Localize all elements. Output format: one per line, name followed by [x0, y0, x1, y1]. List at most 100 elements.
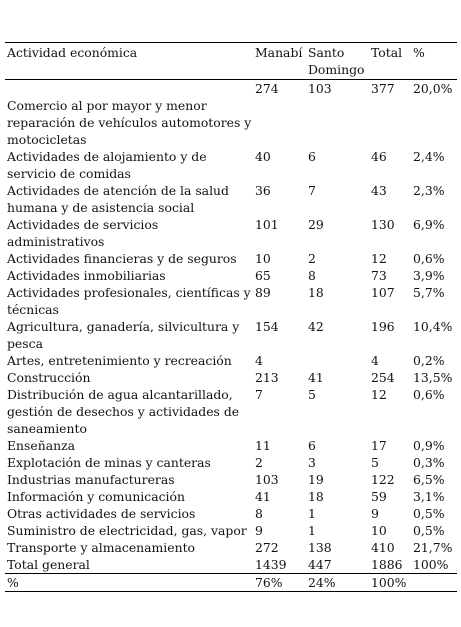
cell-percent: 6,5%	[413, 472, 445, 487]
cell-santo-domingo: 8	[308, 268, 316, 283]
cell-santo-domingo: 447	[306, 556, 369, 574]
table-row: Actividades de atención de la salud huma…	[5, 182, 457, 216]
cell-total: 4	[371, 353, 379, 368]
table-row: Actividades financieras y de seguros 10 2 1…	[5, 250, 457, 267]
header-percent: %	[412, 42, 457, 80]
cell-manabi: 274	[255, 81, 279, 96]
cell-santo-domingo: 7	[308, 183, 316, 198]
cell-total: 122	[371, 472, 395, 487]
cell-total: 59	[371, 489, 387, 504]
cell-activity: %	[5, 573, 253, 592]
cell-santo-domingo: 42	[308, 319, 324, 334]
table-row: Actividades inmobiliarias 65 8 73 3,9%	[5, 267, 457, 284]
cell-santo-domingo: 1	[308, 523, 316, 538]
cell-santo-domingo	[306, 352, 369, 369]
cell-total: 12	[371, 251, 387, 266]
table-header-row: Actividad económica Manabí Santo Domingo…	[5, 42, 457, 80]
cell-percent: 2,3%	[413, 183, 445, 198]
cell-percent: 0,2%	[413, 353, 445, 368]
cell-santo-domingo: 29	[308, 217, 324, 232]
cell-percent: 0,9%	[413, 438, 445, 453]
cell-activity: Industrias manufactureras	[7, 472, 175, 487]
cell-manabi: 2	[255, 455, 263, 470]
cell-santo-domingo: 5	[308, 387, 316, 402]
cell-santo-domingo: 24%	[306, 573, 369, 592]
cell-activity-spacer	[5, 80, 253, 98]
cell-activity: Construcción	[7, 370, 91, 385]
cell-manabi: 1439	[253, 556, 306, 574]
cell-percent	[412, 573, 457, 592]
cell-activity: Transporte y almacenamiento	[7, 540, 196, 555]
cell-percent: 13,5%	[413, 370, 453, 385]
header-manabi: Manabí	[253, 42, 306, 80]
cell-empty	[412, 97, 457, 148]
table-row: Industrias manufactureras 103 19 122 6,5%	[5, 471, 457, 488]
cell-percent: 0,3%	[413, 455, 445, 470]
cell-manabi: 7	[255, 387, 263, 402]
table-row: Distribución de agua alcantarillado, ges…	[5, 386, 457, 437]
cell-activity: Actividades profesionales, científicas y…	[7, 285, 251, 317]
cell-activity: Otras actividades de servicios	[7, 506, 196, 521]
table-row: Otras actividades de servicios 8 1 9 0,5%	[5, 505, 457, 522]
cell-activity: Agricultura, ganadería, silvicultura y p…	[7, 319, 240, 351]
cell-activity: Total general	[5, 556, 253, 574]
cell-manabi: 41	[255, 489, 271, 504]
cell-activity: Distribución de agua alcantarillado, ges…	[7, 387, 240, 436]
cell-manabi: 10	[255, 251, 271, 266]
cell-manabi: 272	[255, 540, 279, 555]
cell-percent: 0,6%	[413, 251, 445, 266]
cell-total: 10	[371, 523, 387, 538]
table-row: Transporte y almacenamiento 272 138 410 21,7…	[5, 539, 457, 556]
table-row: 274 103 377 20,0%	[5, 80, 457, 98]
cell-total: 1886	[369, 556, 412, 574]
activity-table-container: Actividad económica Manabí Santo Domingo…	[5, 42, 457, 592]
cell-manabi: 76%	[253, 573, 306, 592]
cell-activity: Actividades de alojamiento y de servicio…	[7, 149, 207, 181]
cell-percent: 20,0%	[413, 81, 453, 96]
cell-santo-domingo: 19	[308, 472, 324, 487]
cell-manabi: 65	[255, 268, 271, 283]
cell-percent: 5,7%	[413, 285, 445, 300]
cell-santo-domingo: 138	[308, 540, 332, 555]
table-row: Actividades de servicios administrativos…	[5, 216, 457, 250]
cell-activity: Actividades inmobiliarias	[7, 268, 166, 283]
cell-percent: 0,6%	[413, 387, 445, 402]
cell-activity: Actividades financieras y de seguros	[7, 251, 237, 266]
cell-total: 9	[371, 506, 379, 521]
cell-santo-domingo: 41	[308, 370, 324, 385]
cell-total: 73	[371, 268, 387, 283]
table-row: Agricultura, ganadería, silvicultura y p…	[5, 318, 457, 352]
cell-total: 43	[371, 183, 387, 198]
cell-manabi: 89	[255, 285, 271, 300]
cell-manabi: 11	[255, 438, 271, 453]
cell-percent: 21,7%	[413, 540, 453, 555]
cell-total: 196	[371, 319, 395, 334]
cell-santo-domingo: 103	[308, 81, 332, 96]
cell-activity: Comercio al por mayor y menor reparación…	[7, 98, 252, 147]
table-row: Enseñanza 11 6 17 0,9%	[5, 437, 457, 454]
table-body: 274 103 3 7 7 20,0% Comercio al por mayor y me…	[5, 80, 457, 592]
cell-percent: 100%	[412, 556, 457, 574]
cell-empty	[369, 97, 412, 148]
cell-activity: Información y comunicación	[7, 489, 185, 504]
table-row-label: Comercio al por mayor y menor reparación…	[5, 97, 457, 148]
cell-santo-domingo: 2	[308, 251, 316, 266]
cell-manabi: 103	[255, 472, 279, 487]
cell-santo-domingo: 3	[308, 455, 316, 470]
table-row: Artes, entretenimiento y recreación 4 4 0,2…	[5, 352, 457, 369]
cell-empty	[253, 97, 306, 148]
cell-total: 130	[371, 217, 395, 232]
cell-manabi: 213	[255, 370, 279, 385]
cell-santo-domingo: 18	[308, 285, 324, 300]
cell-santo-domingo: 6	[308, 438, 316, 453]
cell-total: 46	[371, 149, 387, 164]
cell-manabi: 154	[255, 319, 279, 334]
cell-manabi: 101	[255, 217, 279, 232]
cell-santo-domingo: 18	[308, 489, 324, 504]
cell-total: 100%	[369, 573, 412, 592]
table-row: Información y comunicación 41 18 59 3,1%	[5, 488, 457, 505]
cell-empty	[306, 97, 369, 148]
cell-total: 17	[371, 438, 387, 453]
cell-activity: Actividades de servicios administrativos	[7, 217, 159, 249]
cell-manabi: 40	[255, 149, 271, 164]
